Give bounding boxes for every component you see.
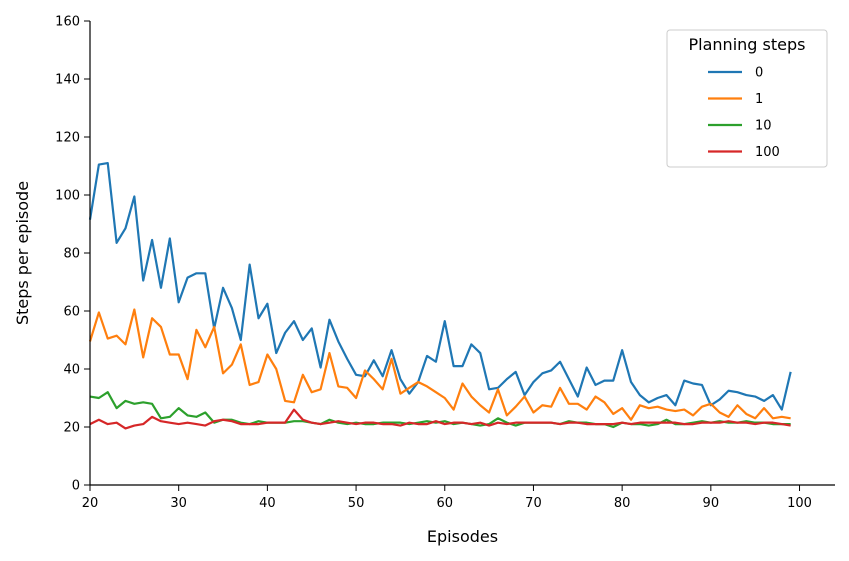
x-tick-label: 60 [436,496,453,511]
x-tick-label: 30 [170,496,187,511]
y-tick-label: 140 [55,73,80,88]
y-tick-label: 40 [63,363,80,378]
y-tick-label: 80 [63,247,80,262]
y-tick-label: 120 [55,131,80,146]
legend-box [666,29,828,168]
x-tick-label: 80 [614,496,631,511]
legend-entries: 0 1 10 100 [708,66,780,160]
x-tick-label: 100 [787,496,812,511]
legend-label: 100 [755,145,780,160]
series-line-100 [89,408,791,430]
legend: Planning steps 0 1 10 100 [666,29,828,168]
y-axis-label: Steps per episode [13,181,32,325]
x-tick-label: 50 [348,496,365,511]
legend-label: 10 [755,119,772,134]
x-ticks: 20 30 40 50 60 70 80 90 100 [82,485,812,511]
legend-label: 0 [755,66,763,81]
x-tick-label: 90 [703,496,720,511]
y-ticks: 0 20 40 60 80 100 120 140 160 [55,15,90,494]
series-line-1 [88,308,791,421]
series-line-0 [88,162,792,411]
x-tick-label: 20 [82,496,99,511]
y-tick-label: 60 [63,305,80,320]
y-tick-label: 20 [63,421,80,436]
legend-title: Planning steps [689,35,806,54]
y-tick-label: 160 [55,15,80,30]
series-layer [88,162,792,430]
x-tick-label: 40 [259,496,276,511]
x-tick-label: 70 [525,496,542,511]
x-axis-label: Episodes [427,527,498,546]
legend-label: 1 [755,92,763,107]
y-tick-label: 100 [55,189,80,204]
y-tick-label: 0 [72,479,80,494]
